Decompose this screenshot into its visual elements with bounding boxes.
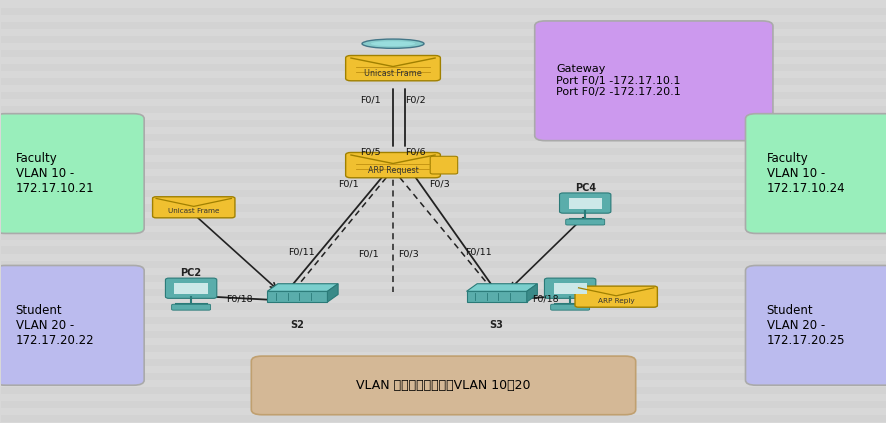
Bar xyxy=(1,204,885,212)
Bar xyxy=(1,190,885,198)
Bar xyxy=(1,162,885,169)
Text: Faculty
VLAN 10 -
172.17.10.24: Faculty VLAN 10 - 172.17.10.24 xyxy=(766,152,844,195)
FancyBboxPatch shape xyxy=(574,286,657,307)
FancyBboxPatch shape xyxy=(346,152,440,178)
FancyBboxPatch shape xyxy=(0,266,144,385)
Polygon shape xyxy=(327,284,338,302)
Text: F0/18: F0/18 xyxy=(532,295,558,304)
Bar xyxy=(1,176,885,184)
Text: F0/2: F0/2 xyxy=(404,95,425,104)
Text: F0/3: F0/3 xyxy=(428,180,449,189)
Polygon shape xyxy=(267,284,338,291)
FancyBboxPatch shape xyxy=(565,219,604,225)
Bar xyxy=(1,288,885,296)
Bar xyxy=(1,415,885,422)
Bar xyxy=(1,401,885,408)
FancyBboxPatch shape xyxy=(744,266,886,385)
FancyBboxPatch shape xyxy=(550,304,589,310)
Bar xyxy=(1,148,885,155)
FancyBboxPatch shape xyxy=(430,156,457,174)
Bar xyxy=(1,78,885,85)
FancyBboxPatch shape xyxy=(568,198,601,209)
Bar xyxy=(1,317,885,324)
FancyBboxPatch shape xyxy=(544,278,595,298)
Bar xyxy=(1,373,885,380)
Polygon shape xyxy=(466,291,526,302)
Bar xyxy=(1,247,885,254)
Bar xyxy=(1,50,885,57)
Ellipse shape xyxy=(370,41,415,46)
Bar xyxy=(1,387,885,394)
Text: S2: S2 xyxy=(290,320,304,330)
Bar xyxy=(1,331,885,338)
Text: F0/18: F0/18 xyxy=(226,295,253,304)
FancyBboxPatch shape xyxy=(744,114,886,233)
Text: Gateway
Port F0/1 -172.17.10.1
Port F0/2 -172.17.20.1: Gateway Port F0/1 -172.17.10.1 Port F0/2… xyxy=(556,64,680,97)
Bar xyxy=(1,64,885,71)
Text: F0/6: F0/6 xyxy=(404,148,425,157)
Text: Student
VLAN 20 -
172.17.20.25: Student VLAN 20 - 172.17.20.25 xyxy=(766,304,844,347)
Bar xyxy=(1,8,885,15)
Text: ARP Reply: ARP Reply xyxy=(597,297,633,304)
FancyBboxPatch shape xyxy=(346,55,440,81)
Text: F0/1: F0/1 xyxy=(338,180,359,189)
Polygon shape xyxy=(526,284,537,302)
Bar xyxy=(1,345,885,352)
Bar xyxy=(1,134,885,141)
Text: Faculty
VLAN 10 -
172.17.10.21: Faculty VLAN 10 - 172.17.10.21 xyxy=(16,152,94,195)
FancyBboxPatch shape xyxy=(559,193,610,213)
Bar xyxy=(1,261,885,268)
FancyBboxPatch shape xyxy=(251,356,635,415)
Bar xyxy=(1,233,885,239)
FancyBboxPatch shape xyxy=(152,197,235,218)
Text: F0/1: F0/1 xyxy=(361,95,381,104)
Text: Unicast Frame: Unicast Frame xyxy=(167,208,219,214)
FancyBboxPatch shape xyxy=(165,278,216,298)
Text: PC2: PC2 xyxy=(181,268,201,277)
Text: F0/5: F0/5 xyxy=(361,148,381,157)
Bar xyxy=(1,275,885,282)
Text: F0/1: F0/1 xyxy=(358,249,378,258)
Bar xyxy=(1,92,885,99)
Polygon shape xyxy=(267,291,327,302)
Bar xyxy=(1,22,885,29)
Text: PC4: PC4 xyxy=(574,183,595,192)
FancyBboxPatch shape xyxy=(534,21,772,141)
FancyBboxPatch shape xyxy=(0,114,144,233)
FancyBboxPatch shape xyxy=(171,304,210,310)
Text: F0/3: F0/3 xyxy=(397,249,418,258)
Text: Student
VLAN 20 -
172.17.20.22: Student VLAN 20 - 172.17.20.22 xyxy=(16,304,94,347)
Text: S3: S3 xyxy=(489,320,503,330)
Bar xyxy=(1,36,885,43)
Bar xyxy=(1,359,885,366)
Text: VLAN 中继，用于支持：VLAN 10、20: VLAN 中继，用于支持：VLAN 10、20 xyxy=(356,379,530,392)
FancyBboxPatch shape xyxy=(175,283,207,294)
Ellipse shape xyxy=(361,39,424,48)
Bar xyxy=(1,303,885,310)
Polygon shape xyxy=(466,284,537,291)
Text: ARP Request: ARP Request xyxy=(367,166,418,175)
Text: F0/11: F0/11 xyxy=(465,247,492,256)
Bar xyxy=(1,106,885,113)
Bar xyxy=(1,218,885,225)
Text: Unicast Frame: Unicast Frame xyxy=(364,69,422,78)
FancyBboxPatch shape xyxy=(553,283,586,294)
Text: F0/11: F0/11 xyxy=(288,247,315,256)
Bar xyxy=(1,120,885,127)
